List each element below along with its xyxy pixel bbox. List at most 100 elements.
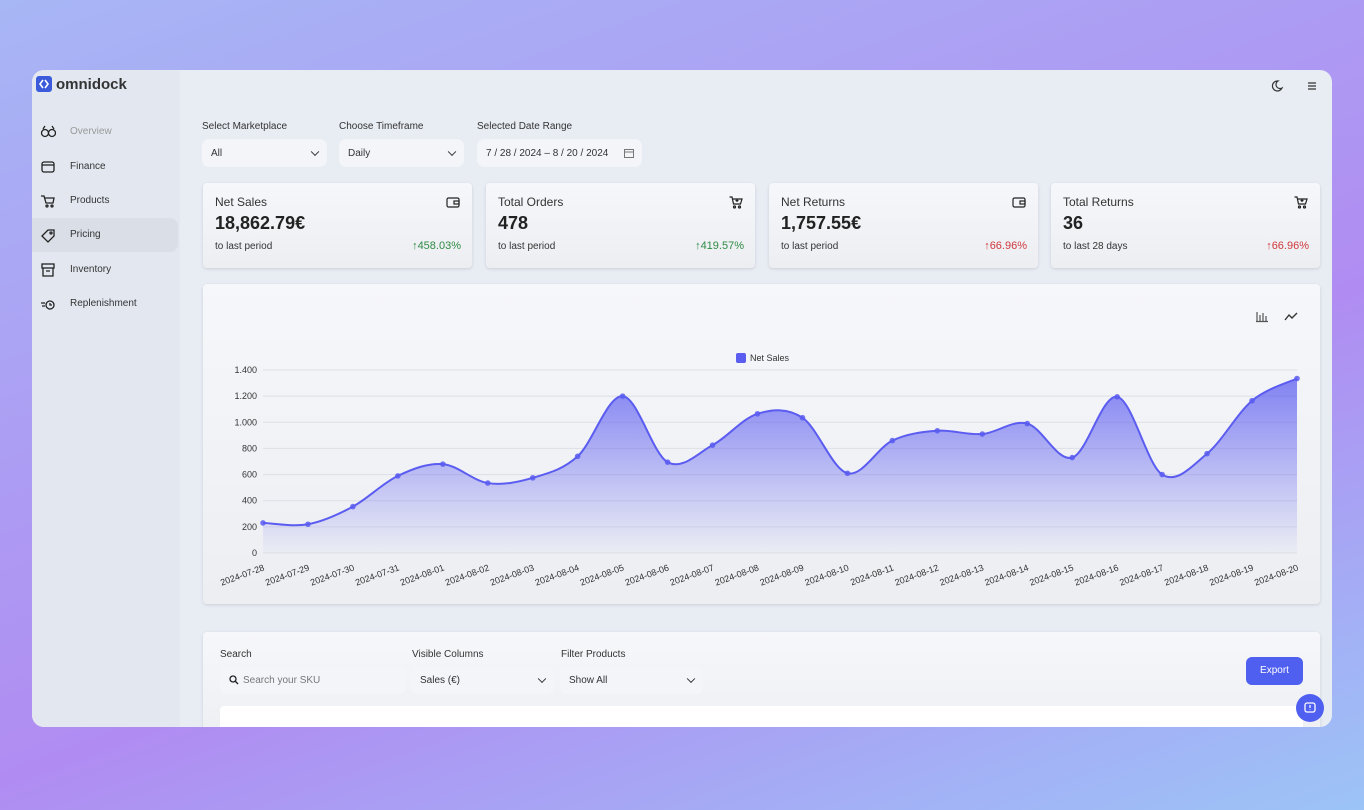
header-icons <box>1271 80 1316 92</box>
y-tick-label: 800 <box>242 443 257 453</box>
chevron <box>686 674 696 684</box>
kpi-card: Total Orders 478 to last period ↑419.57% <box>486 183 755 268</box>
x-tick-label: 2024-08-04 <box>534 562 581 587</box>
point <box>574 453 581 460</box>
kpi-title: Total Returns <box>1063 195 1134 209</box>
kpi-change: ↑66.96% <box>1266 240 1309 252</box>
point <box>799 414 806 421</box>
chart-bar-toggle[interactable] <box>1256 312 1268 323</box>
point <box>664 459 671 465</box>
nav-label: Finance <box>70 161 106 172</box>
point <box>484 480 491 486</box>
nav-icon <box>40 227 56 243</box>
kpi-note: to last period <box>781 241 839 252</box>
x-tick-label: 2024-08-05 <box>579 562 626 587</box>
table-card: Search Visible Columns Filter Products Sear… <box>203 632 1320 727</box>
point <box>1294 375 1300 382</box>
kpi-icon <box>1294 195 1308 209</box>
theme-toggle[interactable] <box>1271 80 1284 92</box>
kpi-value: 36 <box>1063 213 1084 233</box>
search-input[interactable]: Search your SKU <box>220 666 406 694</box>
nav-label: Replenishment <box>70 298 137 309</box>
filter-label: Select Marketplace <box>202 121 288 132</box>
point <box>1204 450 1210 457</box>
x-tick-label: 2024-08-13 <box>938 562 985 587</box>
calendar-icon <box>624 148 634 158</box>
filter-select[interactable]: Daily <box>339 139 464 167</box>
nav-icon <box>40 124 57 140</box>
y-tick-label: 1.000 <box>234 417 257 427</box>
filter-select[interactable]: Show All <box>560 666 703 694</box>
export-button[interactable]: Export <box>1246 657 1303 685</box>
logo <box>36 76 52 92</box>
nav-item[interactable]: Products <box>32 184 178 218</box>
filter-select[interactable]: 7 / 28 / 2024 – 8 / 20 / 2024 <box>477 139 642 167</box>
filter-value: All <box>211 147 223 159</box>
nav-icon <box>40 159 56 175</box>
x-tick-label: 2024-07-31 <box>354 562 401 587</box>
x-tick-label: 2024-08-10 <box>803 562 850 587</box>
nav-label: Pricing <box>70 229 101 240</box>
menu-button[interactable] <box>1308 82 1316 90</box>
point <box>1024 420 1031 427</box>
x-tick-label: 2024-08-14 <box>983 562 1030 587</box>
x-tick-label: 2024-08-11 <box>849 562 895 587</box>
nav-item[interactable]: Finance <box>32 150 178 184</box>
area <box>263 378 1297 553</box>
search-placeholder: Search your SKU <box>243 674 321 686</box>
kpi-value: 18,862.79€ <box>215 213 306 233</box>
nav-item[interactable]: Replenishment <box>32 287 178 321</box>
x-tick-label: 2024-08-20 <box>1253 562 1300 587</box>
point <box>844 470 851 477</box>
nav-item[interactable]: Inventory <box>32 253 178 287</box>
kpi-title: Net Sales <box>215 195 268 209</box>
x-tick-label: 2024-08-07 <box>669 562 716 587</box>
kpi-note: to last period <box>498 241 556 252</box>
point <box>440 461 446 467</box>
nav-item[interactable]: Overview <box>32 115 178 149</box>
x-tick-label: 2024-08-15 <box>1028 562 1075 587</box>
nav-icon <box>40 296 56 312</box>
kpi-value: 1,757.55€ <box>781 213 862 233</box>
point <box>305 521 311 528</box>
nav-item[interactable]: Pricing <box>32 218 178 252</box>
kpi-card: Net Sales 18,862.79€ to last period ↑458.03… <box>203 183 472 268</box>
chevron <box>310 147 320 157</box>
x-tick-label: 2024-08-19 <box>1208 562 1255 587</box>
filter-label: Selected Date Range <box>477 121 573 132</box>
y-tick-label: 0 <box>252 548 257 558</box>
select-value: Sales (€) <box>420 674 461 686</box>
columns-select[interactable]: Sales (€) <box>411 666 554 694</box>
x-tick-label: 2024-08-16 <box>1073 562 1120 587</box>
kpi-note: to last 28 days <box>1063 241 1128 252</box>
point <box>260 520 266 526</box>
kpi-change: ↑66.96% <box>984 240 1027 252</box>
chart-line-toggle[interactable] <box>1284 312 1298 321</box>
sidebar <box>32 70 180 727</box>
point <box>1069 454 1076 461</box>
y-tick-label: 1.200 <box>234 391 257 401</box>
brand: omnidock <box>56 76 127 93</box>
nav-icon <box>40 193 56 209</box>
app-window: omnidock Overview Finance Products Pricing I… <box>32 70 1332 727</box>
chat-button[interactable] <box>1296 694 1324 722</box>
kpi-value: 478 <box>498 213 529 233</box>
filter-value: 7 / 28 / 2024 – 8 / 20 / 2024 <box>486 147 609 159</box>
kpi-icon <box>729 195 743 209</box>
nav-label: Products <box>70 195 110 206</box>
x-tick-label: 2024-08-08 <box>714 562 761 587</box>
x-tick-label: 2024-08-09 <box>758 562 805 587</box>
kpi-change: ↑419.57% <box>695 240 744 252</box>
point <box>1114 393 1120 400</box>
x-tick-label: 2024-08-02 <box>444 562 491 587</box>
x-tick-label: 2024-08-17 <box>1118 562 1165 587</box>
x-tick-label: 2024-07-29 <box>264 562 311 587</box>
search-label: Search <box>220 649 252 660</box>
filter-select[interactable]: All <box>202 139 327 167</box>
x-tick-label: 2024-08-06 <box>624 562 671 587</box>
point <box>889 437 896 444</box>
x-tick-label: 2024-08-12 <box>893 562 940 587</box>
legend-swatch <box>736 353 746 363</box>
point <box>934 427 941 434</box>
columns-label: Visible Columns <box>412 649 484 660</box>
